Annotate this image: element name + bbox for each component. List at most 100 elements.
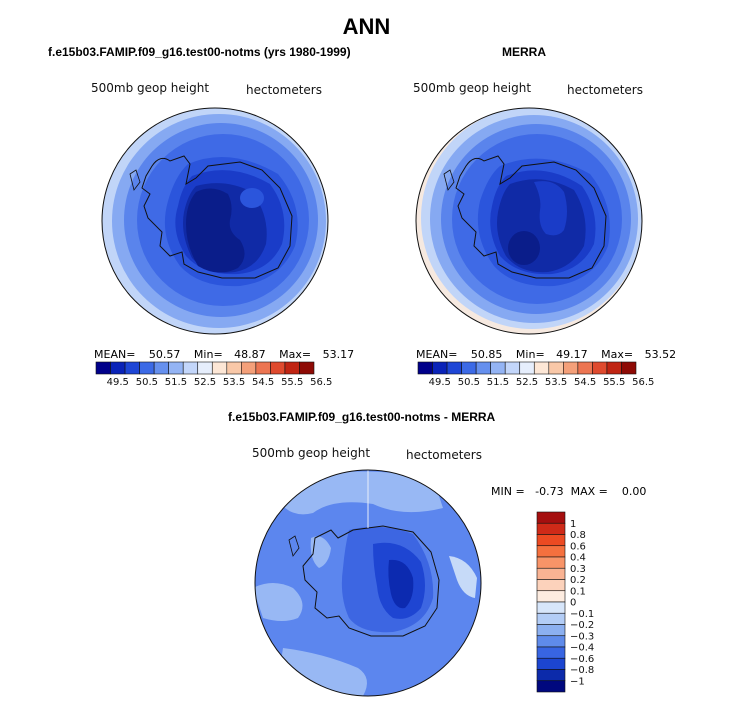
- colorbar-tick-label: 0.6: [570, 541, 586, 552]
- colorbar-swatch: [241, 361, 257, 375]
- colorbar-tick-label: 51.5: [487, 377, 509, 388]
- colorbar-swatch: [621, 361, 637, 375]
- mean-label: MEAN=: [416, 348, 458, 361]
- colorbar-tick-label: −0.8: [570, 665, 594, 676]
- colorbar-swatch: [536, 612, 566, 625]
- min-value: 48.87: [234, 348, 266, 361]
- colorbar-tick-label: 55.5: [281, 377, 303, 388]
- colorbar-tick-label: 49.5: [107, 377, 129, 388]
- colorbar-swatch: [461, 361, 477, 375]
- colorbar-tick-label: 0.3: [570, 564, 586, 575]
- colorbar-swatch: [197, 361, 213, 375]
- colorbar-swatch: [153, 361, 169, 375]
- colorbar-tick-label: −0.1: [570, 609, 594, 620]
- min-label: Min=: [193, 348, 223, 361]
- colorbar-tick-label: 53.5: [545, 377, 567, 388]
- colorbar-tick-label: 0.1: [570, 586, 586, 597]
- main-title: ANN: [342, 14, 391, 39]
- colorbar-tick-label: 52.5: [516, 377, 538, 388]
- colorbar-swatch: [95, 361, 111, 375]
- panel2-stats: MEAN= 50.85 Min= 49.17 Max= 53.52: [416, 348, 676, 361]
- colorbar-swatch: [536, 556, 566, 569]
- colorbar-swatch: [504, 361, 521, 375]
- colorbar-tick-label: −0.6: [570, 654, 594, 665]
- colorbar-tick-label: 0: [570, 598, 576, 609]
- colorbar-swatch: [536, 680, 566, 693]
- colorbar-swatch: [536, 624, 566, 637]
- panel2-colorbar: 49.5 50.5 51.5 52.5 53.5 54.5 55.5 56.5: [417, 361, 654, 388]
- colorbar-swatch: [255, 361, 271, 375]
- colorbar-swatch: [536, 657, 566, 670]
- colorbar-tick-label: 56.5: [632, 377, 654, 388]
- colorbar-swatch: [270, 361, 286, 375]
- colorbar-swatch: [536, 635, 566, 648]
- colorbar-tick-label: 53.5: [223, 377, 245, 388]
- colorbar-tick-label: 55.5: [603, 377, 625, 388]
- colorbar-tick-label: −0.2: [570, 620, 594, 631]
- colorbar-swatch: [577, 361, 593, 375]
- colorbar-swatch: [592, 361, 608, 375]
- colorbar-tick-label: 49.5: [429, 377, 451, 388]
- colorbar-swatch: [533, 361, 550, 375]
- colorbar-swatch: [536, 601, 566, 614]
- colorbar-tick-label: 50.5: [458, 377, 480, 388]
- panel2-variable-label: 500mb geop height: [413, 81, 532, 95]
- colorbar-swatch: [284, 361, 300, 375]
- colorbar-swatch: [139, 361, 155, 375]
- panel2-polar-map: [415, 107, 643, 335]
- panel1-stats: MEAN= 50.57 Min= 48.87 Max= 53.17: [94, 348, 354, 361]
- colorbar-swatch: [536, 669, 566, 682]
- colorbar-swatch: [110, 361, 126, 375]
- colorbar-tick-label: 56.5: [310, 377, 332, 388]
- colorbar-swatch: [446, 361, 462, 375]
- colorbar-swatch: [299, 361, 315, 375]
- colorbar-swatch: [519, 361, 535, 375]
- colorbar-swatch: [182, 361, 199, 375]
- colorbar-swatch: [536, 522, 566, 535]
- panel3-title: f.e15b03.FAMIP.f09_g16.test00-notms - ME…: [228, 410, 496, 424]
- colorbar-tick-label: 0.4: [570, 553, 586, 564]
- max-label: Max=: [279, 348, 312, 361]
- panel3-units-label: hectometers: [406, 448, 482, 462]
- colorbar-tick-label: 54.5: [574, 377, 596, 388]
- max-label: Max=: [601, 348, 634, 361]
- colorbar-swatch: [536, 545, 566, 558]
- colorbar-tick-label: 52.5: [194, 377, 216, 388]
- panel3-colorbar: 10.80.60.40.30.20.10−0.1−0.2−0.3−0.4−0.6…: [536, 511, 594, 693]
- colorbar-swatch: [226, 361, 242, 375]
- colorbar-swatch: [536, 646, 566, 659]
- colorbar-swatch: [536, 567, 566, 580]
- colorbar-swatch: [536, 590, 566, 603]
- colorbar-swatch: [490, 361, 506, 375]
- mean-value: 50.57: [148, 348, 181, 361]
- panel1-title: f.e15b03.FAMIP.f09_g16.test00-notms (yrs…: [48, 45, 351, 59]
- max-value: 53.52: [644, 348, 677, 361]
- colorbar-tick-label: 1: [570, 519, 576, 530]
- panel3-difference-map: [254, 469, 482, 697]
- colorbar-swatch: [536, 579, 566, 592]
- mean-value: 50.85: [470, 348, 503, 361]
- colorbar-swatch: [563, 361, 579, 375]
- colorbar-swatch: [536, 511, 566, 524]
- panel1-polar-map: [101, 107, 329, 335]
- panel2-units-label: hectometers: [567, 83, 643, 97]
- min-label: Min=: [515, 348, 545, 361]
- max-value: 53.17: [322, 348, 355, 361]
- colorbar-tick-label: 50.5: [136, 377, 158, 388]
- colorbar-tick-label: 51.5: [165, 377, 187, 388]
- min-value: 49.17: [556, 348, 588, 361]
- panel3-stats: MIN = -0.73 MAX = 0.00: [491, 485, 647, 498]
- colorbar-swatch: [475, 361, 491, 375]
- colorbar-swatch: [606, 361, 622, 375]
- panel2-title: MERRA: [502, 45, 546, 59]
- panel3-variable-label: 500mb geop height: [252, 446, 371, 460]
- colorbar-swatch: [124, 361, 140, 375]
- colorbar-tick-label: 0.2: [570, 575, 586, 586]
- colorbar-swatch: [211, 361, 228, 375]
- colorbar-swatch: [432, 361, 448, 375]
- colorbar-tick-label: −0.3: [570, 631, 594, 642]
- colorbar-swatch: [536, 534, 566, 547]
- colorbar-swatch: [417, 361, 433, 375]
- colorbar-tick-label: 0.8: [570, 530, 586, 541]
- colorbar-tick-label: −1: [570, 676, 585, 687]
